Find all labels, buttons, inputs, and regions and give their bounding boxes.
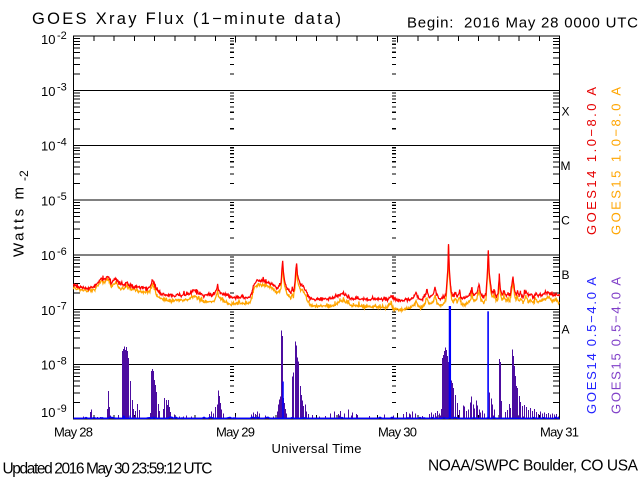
svg-text:10: 10 — [41, 84, 55, 99]
svg-text:Begin: 2016 May 28 0000 UTC: Begin: 2016 May 28 0000 UTC — [407, 15, 638, 32]
svg-text:X: X — [561, 104, 569, 118]
svg-text:GOES15 0.5−4.0 A: GOES15 0.5−4.0 A — [609, 277, 624, 414]
svg-text:GOES15 1.0−8.0 A: GOES15 1.0−8.0 A — [609, 87, 624, 235]
svg-text:Watts m: Watts m — [11, 187, 28, 257]
svg-text:10: 10 — [41, 248, 55, 263]
svg-text:10: 10 — [41, 32, 55, 47]
svg-text:-2: -2 — [57, 30, 67, 42]
svg-text:10: 10 — [41, 358, 55, 373]
svg-text:10: 10 — [41, 193, 55, 208]
svg-text:-9: -9 — [57, 403, 67, 415]
svg-text:May 31: May 31 — [540, 425, 579, 440]
svg-text:-6: -6 — [57, 246, 67, 258]
svg-text:NOAA/SWPC Boulder, CO USA: NOAA/SWPC Boulder, CO USA — [428, 458, 639, 475]
svg-text:10: 10 — [41, 303, 55, 318]
svg-text:10: 10 — [41, 405, 55, 420]
svg-text:-4: -4 — [57, 136, 67, 148]
svg-text:-7: -7 — [57, 301, 67, 313]
svg-text:GOES14 0.5−4.0 A: GOES14 0.5−4.0 A — [584, 277, 599, 414]
svg-text:May 28: May 28 — [54, 425, 93, 440]
svg-text:-2: -2 — [17, 170, 31, 181]
svg-text:Universal Time: Universal Time — [272, 441, 362, 456]
svg-text:Updated 2016 May 30 23:59:12 U: Updated 2016 May 30 23:59:12 UTC — [3, 461, 213, 478]
svg-text:-5: -5 — [57, 191, 67, 203]
svg-text:GOES Xray Flux (1−minute data): GOES Xray Flux (1−minute data) — [32, 10, 341, 28]
svg-text:May 30: May 30 — [378, 425, 417, 440]
svg-text:May 29: May 29 — [216, 425, 255, 440]
svg-text:B: B — [561, 268, 569, 282]
svg-text:-8: -8 — [57, 355, 67, 367]
svg-text:A: A — [561, 322, 569, 336]
svg-text:C: C — [561, 213, 570, 227]
svg-text:10: 10 — [41, 139, 55, 154]
svg-text:-3: -3 — [57, 82, 67, 94]
svg-text:GOES14 1.0−8.0 A: GOES14 1.0−8.0 A — [584, 87, 599, 235]
svg-text:M: M — [561, 159, 571, 173]
